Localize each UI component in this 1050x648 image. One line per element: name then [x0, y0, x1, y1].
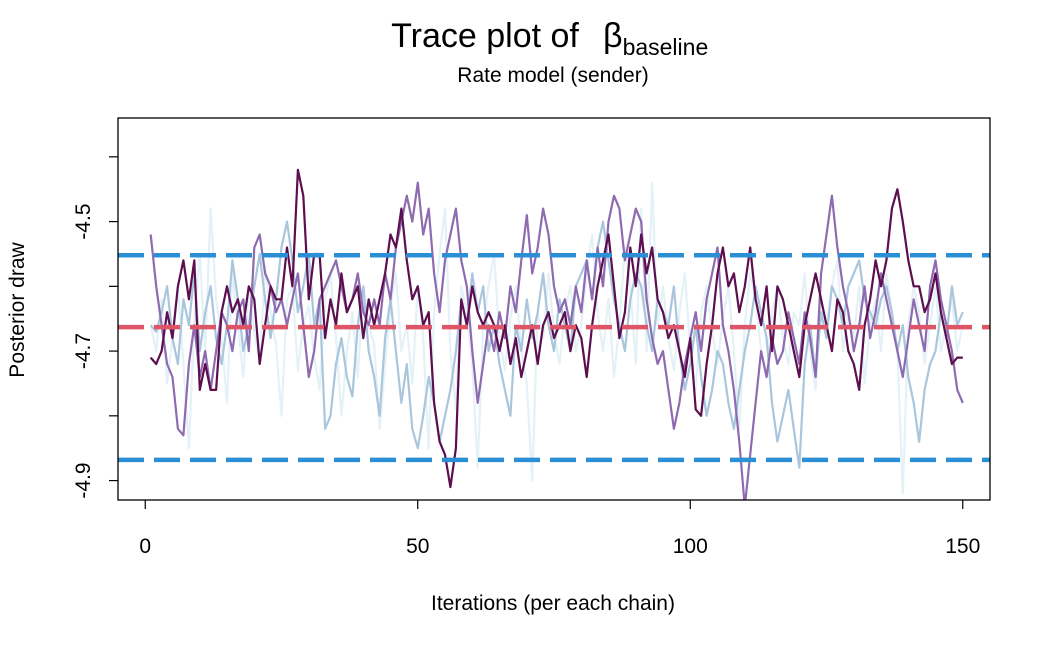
- plot-frame: [117, 117, 991, 501]
- chart-title-text: Trace plot of: [391, 17, 579, 55]
- chart-title-symbol: βbaseline: [603, 17, 708, 60]
- y-tick-label: -4.9: [72, 462, 95, 498]
- chain-1-trace-line: [149, 181, 964, 495]
- chart-title-beta: β: [603, 17, 623, 55]
- plot-area: [118, 168, 990, 500]
- x-tick-label: 150: [945, 535, 980, 558]
- x-tick-label: 0: [139, 535, 151, 558]
- x-tick-label: 100: [673, 535, 708, 558]
- chart-title-subscript: baseline: [623, 34, 709, 60]
- chart-title: Trace plot of: [391, 17, 579, 55]
- axes: 0 50 100 150 -4.5 -4.7 -4.9: [72, 117, 991, 558]
- chain-3-trace-line: [149, 181, 964, 500]
- chart-subtitle: Rate model (sender): [457, 64, 648, 87]
- x-tick-label: 50: [406, 535, 429, 558]
- y-tick-label: -4.5: [72, 203, 95, 239]
- y-tick-label: -4.7: [72, 333, 95, 369]
- plot-series-group: [118, 168, 990, 500]
- y-axis-label: Posterior draw: [6, 241, 29, 377]
- x-axis-label: Iterations (per each chain): [431, 592, 675, 615]
